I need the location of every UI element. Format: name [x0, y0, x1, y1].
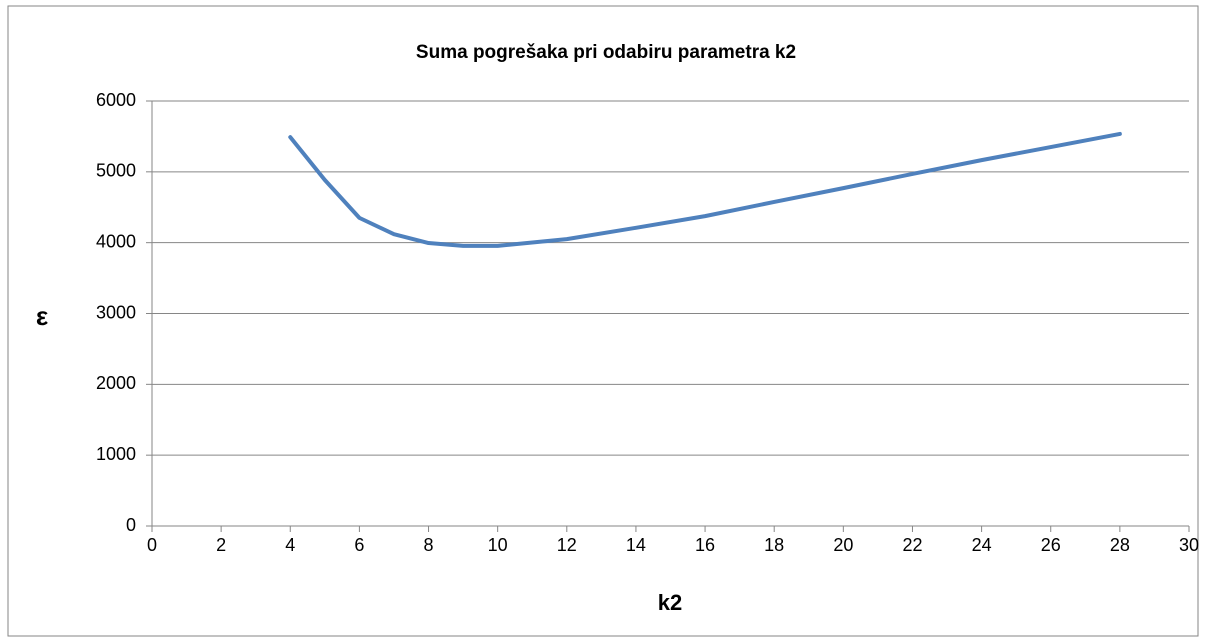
x-tick-label: 20 — [833, 535, 853, 555]
x-tick-label: 2 — [216, 535, 226, 555]
x-tick-label: 28 — [1110, 535, 1130, 555]
y-tick-label: 1000 — [96, 444, 136, 464]
x-tick-label: 4 — [285, 535, 295, 555]
x-tick-label: 0 — [147, 535, 157, 555]
chart-title: Suma pogrešaka pri odabiru parametra k2 — [416, 42, 796, 63]
x-tick-label: 10 — [488, 535, 508, 555]
y-tick-label: 5000 — [96, 161, 136, 181]
y-tick-label: 2000 — [96, 373, 136, 393]
y-axis-label: ε — [36, 301, 48, 331]
y-tick-label: 0 — [126, 515, 136, 535]
y-tick-label: 4000 — [96, 231, 136, 251]
x-tick-label: 22 — [902, 535, 922, 555]
x-tick-label: 16 — [695, 535, 715, 555]
x-axis-label: k2 — [658, 590, 682, 615]
x-tick-label: 14 — [626, 535, 646, 555]
data-line — [288, 131, 1122, 248]
x-tick-label: 8 — [424, 535, 434, 555]
y-tick-label: 3000 — [96, 302, 136, 322]
y-tick-label: 6000 — [96, 90, 136, 110]
x-tick-label: 12 — [557, 535, 577, 555]
x-tick-label: 18 — [764, 535, 784, 555]
x-tick-label: 6 — [354, 535, 364, 555]
x-tick-label: 24 — [972, 535, 992, 555]
x-tick-label: 30 — [1179, 535, 1199, 555]
x-tick-label: 26 — [1041, 535, 1061, 555]
chart-border — [7, 5, 1199, 637]
